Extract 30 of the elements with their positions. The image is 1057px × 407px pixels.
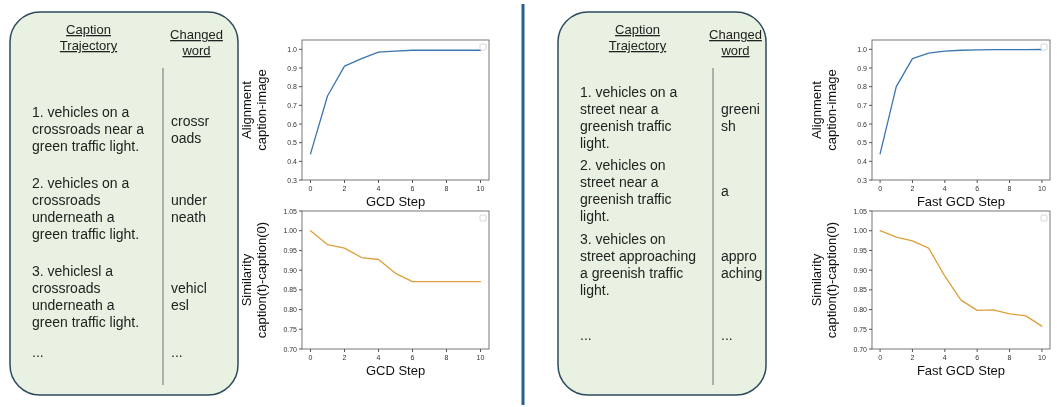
line-series (309, 230, 482, 283)
text: Changed word (709, 27, 762, 58)
x-axis-title: GCD Step (365, 194, 426, 209)
text: a (721, 182, 729, 199)
text: greeni sh (721, 101, 760, 134)
text: Caption Trajectory (608, 22, 667, 53)
text: ... (580, 327, 592, 343)
line-series (879, 230, 1043, 327)
text: 2. vehicles on a crossroads underneath a green traffic light. (32, 175, 140, 242)
text: under neath (171, 192, 208, 225)
text: 1. vehicles on a street near a greenish traffic light. (580, 84, 678, 151)
x-axis-title: Fast GCD Step (916, 194, 1006, 209)
text: ... (171, 344, 183, 360)
text: Changed word (170, 27, 223, 58)
text: ... (721, 327, 733, 343)
y-axis-title: Alignment caption-image (239, 69, 269, 151)
text: 3. vehiclesl a crossroads underneath a green traffic light. (32, 263, 140, 330)
y-axis-title: Similarity caption(t)-caption(0) (809, 221, 839, 339)
text: crossr oads (171, 112, 210, 146)
x-axis-title: GCD Step (365, 363, 426, 378)
text: Caption Trajectory (59, 22, 118, 53)
y-axis-title: Alignment caption-image (809, 69, 839, 151)
y-axis-title: Similarity caption(t)-caption(0) (239, 221, 269, 339)
text: 1. vehicles on a crossroads near a green traffic light. (32, 104, 145, 154)
text: vehicl esl (171, 280, 207, 313)
text: ... (32, 344, 44, 360)
x-axis-title: Fast GCD Step (916, 363, 1006, 378)
text: 2. vehicles on street near a greenish traffic light. (580, 157, 672, 224)
text: 3. vehicles on street approaching a greenish traffic light. (580, 231, 696, 298)
text: appro aching (721, 248, 763, 281)
